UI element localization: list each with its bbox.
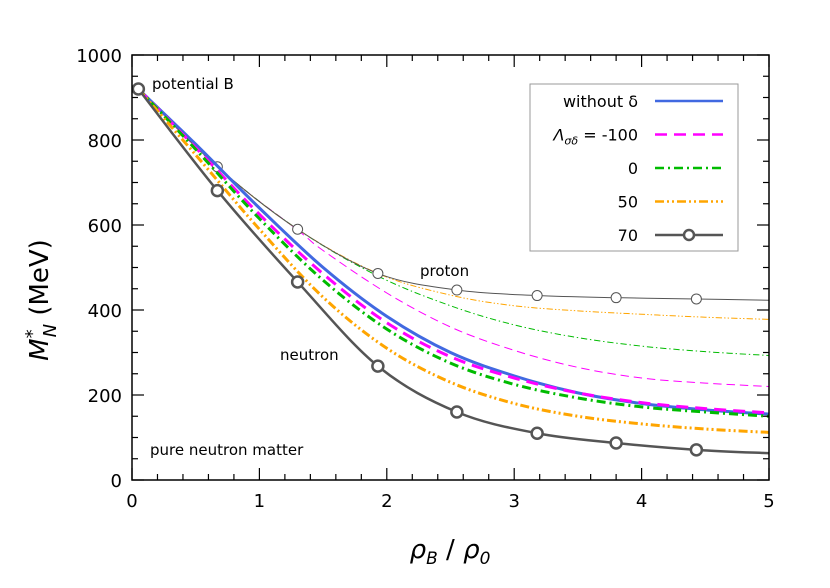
series-4-neutron-marker (689, 443, 704, 457)
x-tick-label: 0 (126, 491, 137, 512)
series-4-neutron-line (137, 88, 769, 455)
legend-box (529, 83, 739, 252)
annotation-potential: potential B (152, 75, 234, 93)
legend-marker (682, 228, 696, 242)
y-tick-label: 1000 (76, 46, 122, 67)
legend-label: 50 (618, 193, 638, 212)
series-2-proton-line (138, 88, 769, 356)
series-0-neutron-line (137, 87, 769, 416)
series-4-proton-marker (451, 284, 463, 296)
series-4-neutron-marker (371, 359, 385, 373)
x-tick-label: 5 (763, 491, 774, 512)
svg-text:M*N (MeV): M*N (MeV) (22, 239, 61, 361)
y-tick-label: 800 (88, 131, 122, 152)
x-tick-label: 3 (508, 491, 519, 512)
y-tick-label: 0 (111, 471, 122, 492)
legend-label: 70 (618, 226, 638, 245)
series-4-neutron-marker (609, 436, 623, 450)
x-axis-label: ρB / ρ0 (410, 535, 491, 569)
series-4-proton-marker (690, 293, 702, 305)
series-2-neutron-line (137, 87, 769, 418)
y-tick-label: 400 (88, 301, 122, 322)
annotation-matter: pure neutron matter (150, 441, 304, 459)
series-1-neutron-line (137, 87, 769, 415)
series-4-proton-marker (531, 290, 543, 302)
x-tick-label: 4 (636, 491, 647, 512)
x-tick-label: 1 (254, 491, 265, 512)
y-tick-label: 600 (88, 216, 122, 237)
x-tick-label: 2 (381, 491, 392, 512)
series-4-neutron-marker (290, 275, 305, 289)
series-4-neutron-marker (450, 405, 464, 419)
y-tick-label: 200 (88, 386, 122, 407)
series-4-proton-marker (610, 292, 622, 304)
series-4-neutron-marker (530, 426, 544, 440)
series-4-proton-marker (292, 223, 304, 235)
legend-label: 0 (628, 159, 638, 178)
series-4-neutron-marker (131, 82, 146, 96)
legend-label: without δ (563, 92, 638, 111)
y-axis-label: M*N (MeV) (22, 239, 61, 361)
legend: without δ Λσδ = -100 0 50 70 (529, 83, 739, 252)
series-4-proton-marker (372, 267, 384, 279)
svg-text:ρB / ρ0: ρB / ρ0 (410, 535, 491, 569)
legend-label: Λσδ = -100 (551, 126, 638, 148)
series-4-neutron-marker (210, 183, 225, 198)
annotation-proton: proton (420, 262, 469, 280)
annotation-neutron: neutron (280, 346, 339, 364)
